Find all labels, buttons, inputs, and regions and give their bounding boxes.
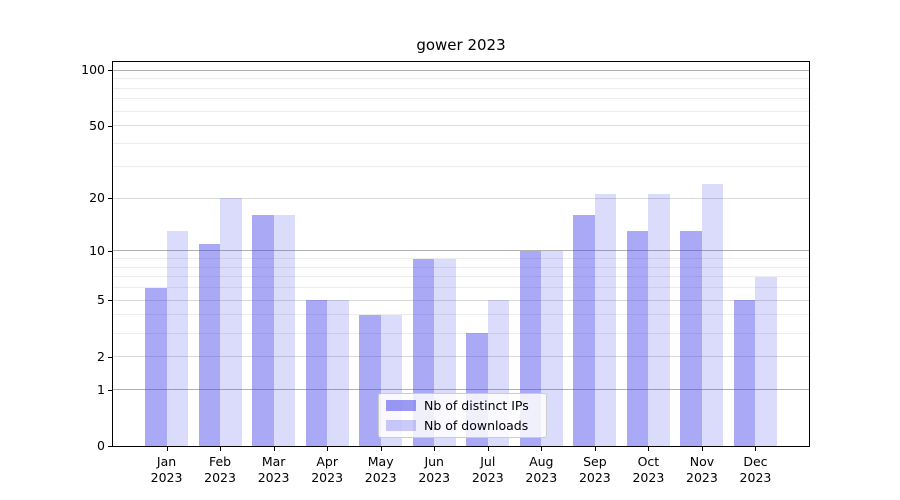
x-axis-label-Oct: Oct 2023 xyxy=(632,454,665,485)
gridline-2 xyxy=(113,356,809,358)
bar-downloads-Jan xyxy=(166,231,189,446)
x-axis-tick-Aug xyxy=(541,447,543,451)
gridline-50 xyxy=(113,125,809,127)
x-axis-label-Jan: Jan 2023 xyxy=(150,454,183,485)
bar-ips-Oct xyxy=(626,231,649,446)
y-axis-tick-2 xyxy=(108,356,112,358)
legend-entry-downloads: Nb of downloads xyxy=(386,418,546,433)
legend-swatch-downloads xyxy=(386,420,416,431)
y-axis-label-50: 50 xyxy=(89,117,105,133)
x-axis-tick-Nov xyxy=(701,447,703,451)
chart-title: gower 2023 xyxy=(416,36,506,54)
gridline-70 xyxy=(113,98,809,100)
bar-downloads-Oct xyxy=(648,194,670,446)
y-axis-tick-0 xyxy=(108,446,112,447)
x-axis-label-Jul: Jul 2023 xyxy=(471,454,504,485)
bar-ips-Jan xyxy=(145,287,167,446)
y-axis-tick-10 xyxy=(108,250,112,252)
x-axis-tick-Feb xyxy=(220,447,222,451)
x-axis-label-Sep: Sep 2023 xyxy=(578,454,611,485)
x-axis-tick-Jun xyxy=(434,447,436,451)
x-axis-tick-Mar xyxy=(273,447,275,451)
x-axis-tick-Oct xyxy=(648,447,650,451)
x-axis-tick-Apr xyxy=(327,447,329,451)
x-axis-tick-Dec xyxy=(755,447,757,451)
legend: Nb of distinct IPs Nb of downloads xyxy=(378,393,547,438)
gridline-6 xyxy=(113,287,809,289)
bar-ips-Mar xyxy=(252,215,274,446)
y-axis-label-5: 5 xyxy=(97,292,105,308)
x-axis-tick-Jul xyxy=(487,447,489,451)
y-axis-tick-1 xyxy=(108,389,112,391)
x-axis-tick-May xyxy=(380,447,382,451)
gridline-4 xyxy=(113,314,809,316)
gridline-20 xyxy=(113,197,809,199)
legend-label-distinct-ips: Nb of distinct IPs xyxy=(424,398,529,413)
y-axis-tick-20 xyxy=(108,198,112,200)
bar-ips-May xyxy=(359,314,381,446)
plot-area: Nb of distinct IPs Nb of downloads xyxy=(112,61,810,447)
bar-downloads-Nov xyxy=(701,183,724,446)
bar-downloads-Sep xyxy=(594,194,617,446)
gridline-60 xyxy=(113,110,809,112)
bar-ips-Dec xyxy=(733,300,756,446)
bar-ips-Feb xyxy=(198,243,221,446)
x-axis-label-Feb: Feb 2023 xyxy=(204,454,236,485)
legend-swatch-distinct-ips xyxy=(386,400,416,411)
gridline-10 xyxy=(113,250,809,252)
y-axis-label-10: 10 xyxy=(89,242,105,258)
gridline-3 xyxy=(113,332,809,334)
gridline-1 xyxy=(113,389,809,391)
gridline-90 xyxy=(113,78,809,80)
x-axis-label-Nov: Nov 2023 xyxy=(686,454,718,485)
gridline-30 xyxy=(113,165,809,167)
bar-downloads-Apr xyxy=(327,300,349,446)
x-axis-tick-Jan xyxy=(166,447,168,451)
y-axis-tick-5 xyxy=(108,300,112,302)
gridline-8 xyxy=(113,266,809,268)
gridline-80 xyxy=(113,87,809,89)
x-axis-label-Apr: Apr 2023 xyxy=(311,454,344,485)
gridline-5 xyxy=(113,299,809,301)
bar-downloads-Mar xyxy=(273,215,296,446)
x-axis-tick-Sep xyxy=(594,447,596,451)
x-axis-label-Mar: Mar 2023 xyxy=(257,454,290,485)
bar-ips-Nov xyxy=(680,231,702,446)
x-axis-label-Jun: Jun 2023 xyxy=(418,454,451,485)
gridline-100 xyxy=(113,69,809,71)
legend-label-downloads: Nb of downloads xyxy=(424,418,529,433)
gridline-40 xyxy=(113,143,809,145)
bar-ips-Sep xyxy=(573,215,595,446)
y-axis-label-2: 2 xyxy=(97,348,105,364)
y-axis-label-0: 0 xyxy=(97,438,105,453)
y-axis-label-1: 1 xyxy=(97,381,105,397)
y-axis-tick-50 xyxy=(108,125,112,127)
y-axis-tick-100 xyxy=(108,70,112,72)
y-axis-label-100: 100 xyxy=(81,62,105,78)
bar-downloads-Dec xyxy=(755,276,777,446)
bar-ips-Apr xyxy=(305,300,328,446)
x-axis-label-Aug: Aug 2023 xyxy=(525,454,558,485)
y-axis-label-20: 20 xyxy=(89,190,105,206)
x-axis-label-Dec: Dec 2023 xyxy=(739,454,772,485)
x-axis-label-May: May 2023 xyxy=(364,454,397,485)
bar-downloads-Feb xyxy=(220,198,242,446)
legend-entry-distinct-ips: Nb of distinct IPs xyxy=(386,398,546,413)
gridline-7 xyxy=(113,276,809,278)
gridline-9 xyxy=(113,258,809,259)
